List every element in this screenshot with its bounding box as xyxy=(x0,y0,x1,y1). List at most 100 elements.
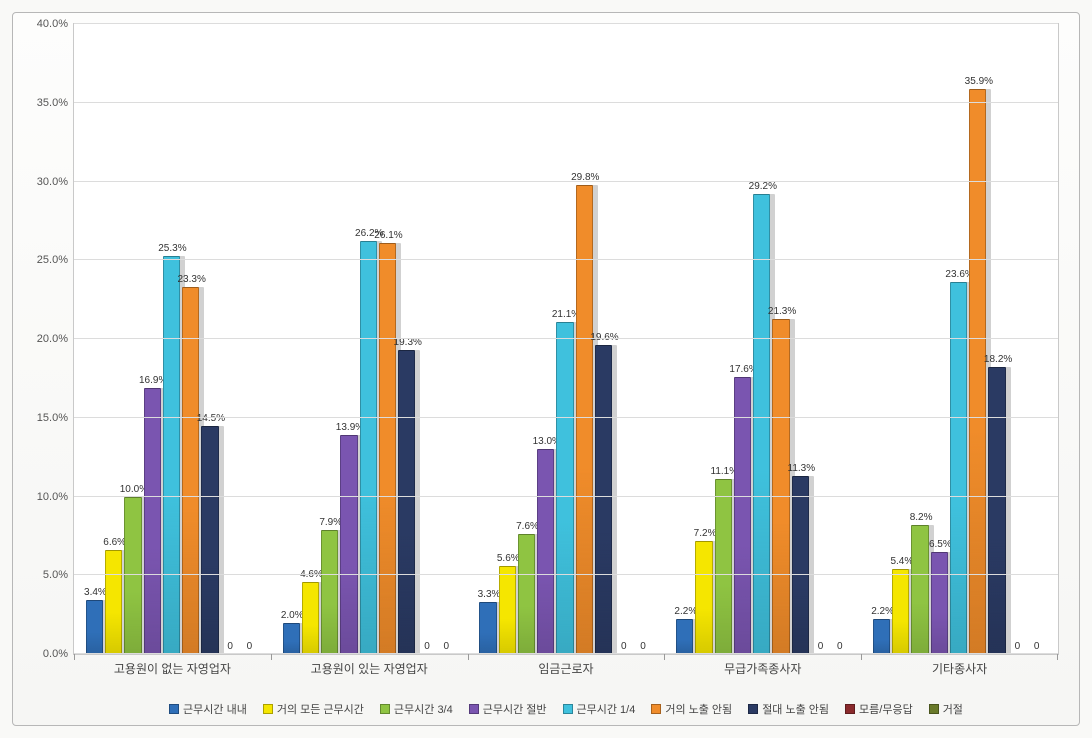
bar-column: 0 xyxy=(1027,24,1046,654)
bar xyxy=(398,350,415,654)
legend-label: 거의 모든 근무시간 xyxy=(277,701,364,717)
bar xyxy=(283,623,300,655)
bar xyxy=(144,388,161,654)
legend-label: 근무시간 내내 xyxy=(183,701,247,717)
y-axis-label: 25.0% xyxy=(37,254,68,266)
bar-column: 0 xyxy=(811,24,830,654)
plot-area: 3.4%6.6%10.0%16.9%25.3%23.3%14.5%00고용원이 … xyxy=(73,23,1059,655)
legend-swatch xyxy=(929,704,939,714)
y-axis-label: 10.0% xyxy=(37,491,68,503)
bar-column: 2.2% xyxy=(676,24,695,654)
bar-value-label: 7.9% xyxy=(319,517,342,528)
category-label: 임금근로자 xyxy=(468,660,665,677)
bar-cluster: 3.4%6.6%10.0%16.9%25.3%23.3%14.5%00 xyxy=(86,24,259,654)
category-label: 고용원이 없는 자영업자 xyxy=(74,660,271,677)
bar xyxy=(931,552,948,654)
y-axis-label: 5.0% xyxy=(43,569,68,581)
bar xyxy=(105,550,122,654)
y-axis-label: 35.0% xyxy=(37,97,68,109)
bar xyxy=(792,476,809,654)
category-group: 2.2%5.4%8.2%6.5%23.6%35.9%18.2%00기타종사자 xyxy=(861,24,1058,654)
legend-item: 근무시간 1/4 xyxy=(563,701,636,717)
bar xyxy=(595,345,612,654)
bar-column: 25.3% xyxy=(163,24,182,654)
bar-value-label: 0 xyxy=(424,641,430,652)
legend-item: 모름/무응답 xyxy=(845,701,913,717)
bar-column: 11.3% xyxy=(792,24,811,654)
bar-column: 0 xyxy=(614,24,633,654)
bar xyxy=(911,525,928,654)
category-group: 3.3%5.6%7.6%13.0%21.1%29.8%19.6%00임금근로자 xyxy=(468,24,665,654)
bar-value-label: 8.2% xyxy=(910,512,933,523)
bar-column: 3.3% xyxy=(479,24,498,654)
y-axis-label: 20.0% xyxy=(37,333,68,345)
bar xyxy=(163,256,180,654)
bar-column: 0 xyxy=(1008,24,1027,654)
bar-column: 14.5% xyxy=(201,24,220,654)
bar-value-label: 0 xyxy=(1034,641,1040,652)
legend-label: 근무시간 1/4 xyxy=(577,701,636,717)
bar-value-label: 0 xyxy=(818,641,824,652)
bar-value-label: 2.0% xyxy=(281,610,304,621)
gridline: 40.0% xyxy=(74,23,1058,24)
bar-column: 3.4% xyxy=(86,24,105,654)
bar-column: 16.9% xyxy=(144,24,163,654)
bar-column: 7.6% xyxy=(518,24,537,654)
bar xyxy=(969,89,986,654)
bar xyxy=(695,541,712,654)
bar-value-label: 7.2% xyxy=(694,528,717,539)
y-axis-label: 40.0% xyxy=(37,18,68,30)
bar-column: 29.2% xyxy=(753,24,772,654)
bar-column: 7.9% xyxy=(321,24,340,654)
bar-value-label: 0 xyxy=(837,641,843,652)
bar-cluster: 2.2%5.4%8.2%6.5%23.6%35.9%18.2%00 xyxy=(873,24,1046,654)
bar xyxy=(340,435,357,654)
legend-swatch xyxy=(651,704,661,714)
gridline: 15.0% xyxy=(74,417,1058,418)
bar-column: 0 xyxy=(240,24,259,654)
legend-swatch xyxy=(469,704,479,714)
chart-container: 3.4%6.6%10.0%16.9%25.3%23.3%14.5%00고용원이 … xyxy=(12,12,1080,726)
bar-value-label: 5.6% xyxy=(497,553,520,564)
bar-value-label: 0 xyxy=(640,641,646,652)
bar-column: 11.1% xyxy=(715,24,734,654)
category-label: 고용원이 있는 자영업자 xyxy=(271,660,468,677)
legend-item: 거의 모든 근무시간 xyxy=(263,701,364,717)
bar xyxy=(772,319,789,654)
bar-column: 6.5% xyxy=(931,24,950,654)
legend-label: 근무시간 절반 xyxy=(483,701,547,717)
legend-label: 거의 노출 안됨 xyxy=(665,701,732,717)
category-group: 2.2%7.2%11.1%17.6%29.2%21.3%11.3%00무급가족종… xyxy=(664,24,861,654)
gridline: 35.0% xyxy=(74,102,1058,103)
bar-column: 17.6% xyxy=(734,24,753,654)
bar-value-label: 0 xyxy=(443,641,449,652)
y-axis-label: 15.0% xyxy=(37,412,68,424)
bar-value-label: 2.2% xyxy=(871,606,894,617)
bar-value-label: 2.2% xyxy=(674,606,697,617)
bar xyxy=(676,619,693,654)
bar xyxy=(360,241,377,654)
category-label: 기타종사자 xyxy=(861,660,1058,677)
bar xyxy=(988,367,1005,654)
bar-cluster: 2.0%4.6%7.9%13.9%26.2%26.1%19.3%00 xyxy=(283,24,456,654)
bar xyxy=(715,479,732,654)
bar-column: 0 xyxy=(830,24,849,654)
bar-column: 0 xyxy=(633,24,652,654)
legend-swatch xyxy=(845,704,855,714)
bar-column: 0 xyxy=(437,24,456,654)
bar-column: 13.0% xyxy=(537,24,556,654)
legend-swatch xyxy=(563,704,573,714)
bar-column: 23.6% xyxy=(950,24,969,654)
bar xyxy=(182,287,199,654)
bar xyxy=(518,534,535,654)
bar xyxy=(753,194,770,654)
category-label: 무급가족종사자 xyxy=(664,660,861,677)
bar-value-label: 6.6% xyxy=(103,537,126,548)
gridline: 20.0% xyxy=(74,338,1058,339)
legend-label: 절대 노출 안됨 xyxy=(762,701,829,717)
bar-column: 6.6% xyxy=(105,24,124,654)
bar-value-label: 6.5% xyxy=(929,539,952,550)
legend-item: 절대 노출 안됨 xyxy=(748,701,829,717)
bar-cluster: 2.2%7.2%11.1%17.6%29.2%21.3%11.3%00 xyxy=(676,24,849,654)
bar-column: 23.3% xyxy=(182,24,201,654)
